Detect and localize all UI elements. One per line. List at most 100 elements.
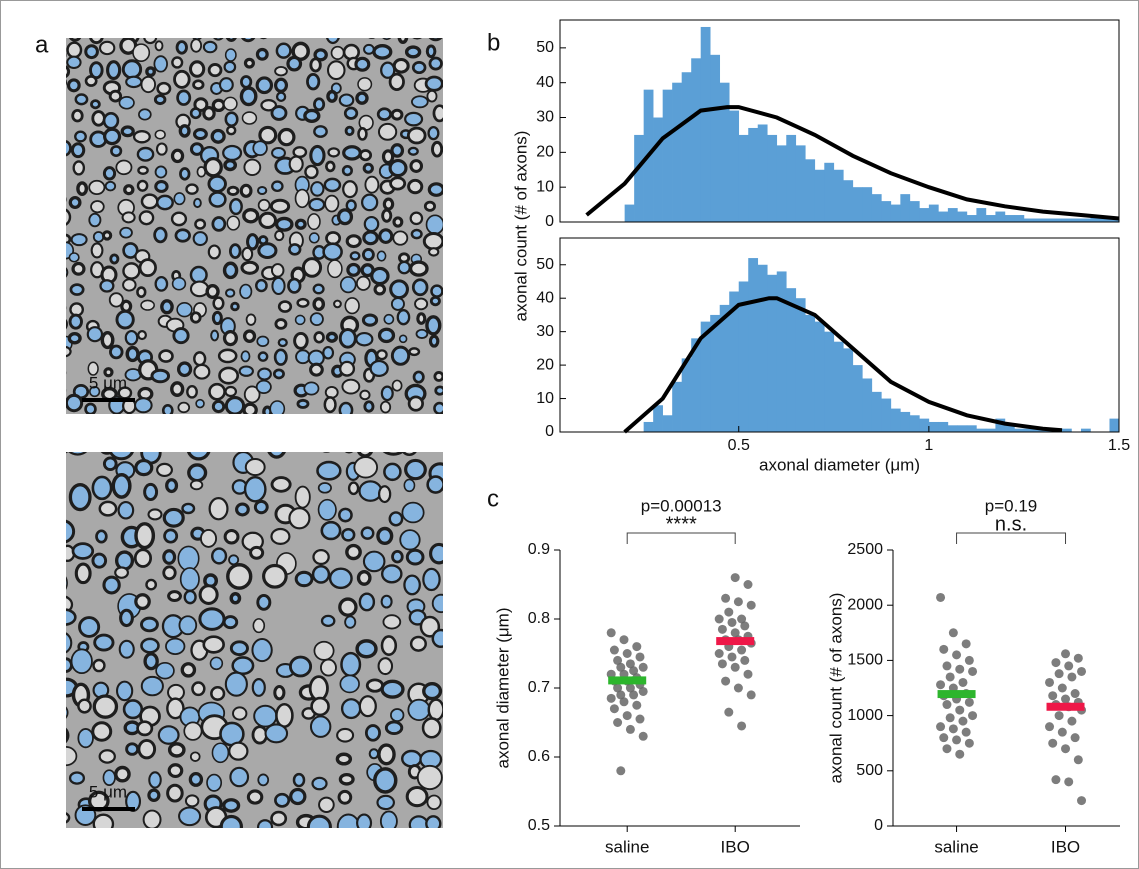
axon [244, 458, 266, 477]
bar [653, 405, 663, 432]
axon [176, 361, 193, 378]
bar [871, 391, 882, 432]
axon [380, 635, 398, 656]
axon [124, 329, 139, 346]
axon [231, 656, 255, 676]
bar [1014, 428, 1025, 432]
axon [114, 550, 135, 571]
axon [134, 593, 151, 611]
y-tick-label: 30 [536, 109, 554, 126]
axon [410, 228, 423, 240]
axon [407, 395, 424, 412]
x-tick-label: 0.5 [728, 437, 750, 454]
axon [226, 125, 237, 136]
point [1077, 666, 1087, 676]
axon [307, 213, 321, 231]
axon [339, 360, 356, 377]
axon [177, 545, 200, 572]
axon [257, 819, 274, 828]
axon [408, 260, 429, 277]
axon [377, 122, 398, 141]
point [1070, 689, 1080, 699]
axon [415, 328, 429, 339]
bar [729, 291, 740, 432]
axon [408, 347, 421, 357]
axon [66, 55, 82, 70]
bar [805, 159, 816, 222]
axon [187, 463, 208, 483]
axon [428, 334, 440, 348]
axon [66, 576, 68, 590]
point [721, 593, 731, 603]
point [613, 718, 623, 727]
axon [156, 462, 173, 478]
axon [292, 146, 308, 159]
bar [700, 26, 711, 223]
point [1054, 669, 1064, 679]
axon [114, 566, 129, 579]
axon [71, 108, 84, 123]
bar [710, 314, 721, 432]
bar [871, 194, 882, 222]
axon [382, 452, 405, 456]
axon [287, 277, 302, 294]
y-tick-label: 1000 [847, 707, 883, 724]
bar [852, 187, 863, 222]
axon [229, 640, 249, 657]
axon [377, 743, 396, 766]
axon [310, 696, 330, 717]
y-tick-label: 0.9 [528, 541, 550, 558]
point [948, 724, 958, 734]
axon [390, 297, 405, 311]
axon [312, 297, 326, 312]
axon [270, 527, 291, 545]
point [1070, 733, 1080, 743]
axon [122, 699, 144, 720]
axon [257, 242, 278, 260]
axon [381, 208, 393, 223]
mean-bar [608, 676, 647, 685]
axon [256, 594, 272, 611]
axon [274, 216, 294, 232]
axon [93, 633, 115, 652]
axon [309, 715, 332, 738]
axon [404, 111, 424, 127]
axon [317, 498, 337, 521]
axon [288, 243, 302, 256]
axon [431, 593, 443, 614]
x-axis-label: axonal diameter (μm) [759, 455, 920, 474]
point [1067, 672, 1077, 682]
axon [364, 724, 381, 742]
axon [409, 635, 427, 652]
axon [66, 727, 70, 744]
axon [176, 302, 193, 318]
fit-curve [585, 105, 1120, 221]
axon [210, 686, 226, 701]
point [616, 662, 626, 672]
bar [643, 421, 654, 432]
axon [356, 813, 373, 828]
axon [153, 94, 167, 106]
axon [433, 401, 443, 414]
axon [353, 456, 379, 479]
point [622, 711, 632, 721]
axon [232, 706, 248, 721]
axon [344, 615, 357, 629]
bar [1071, 218, 1082, 222]
x-tick-label: IBO [1051, 837, 1080, 856]
axon [239, 283, 253, 300]
axon [382, 614, 402, 630]
axon [341, 527, 356, 542]
axon [148, 771, 162, 789]
axon [226, 215, 241, 231]
axon [210, 329, 220, 342]
point [746, 690, 756, 700]
axon [228, 741, 249, 761]
axon [138, 108, 152, 121]
point [961, 727, 971, 737]
axon [173, 192, 186, 206]
axon [327, 259, 343, 279]
bar [1033, 218, 1044, 222]
axon [292, 772, 306, 788]
axon [258, 125, 278, 145]
